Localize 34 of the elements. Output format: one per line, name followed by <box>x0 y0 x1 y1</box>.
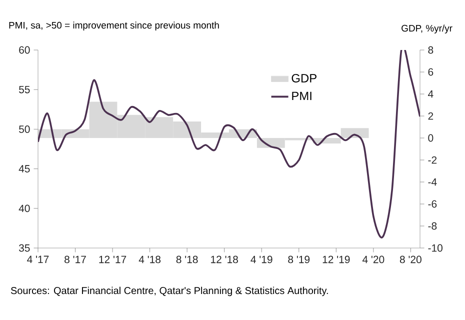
line-series <box>38 50 420 238</box>
y-tick-label: 55 <box>19 86 30 94</box>
x-tick-label: 8 '18 <box>176 256 198 264</box>
x-tick-label: 12 '19 <box>322 256 350 264</box>
x-tick-label: 4 '19 <box>250 256 272 264</box>
bar <box>340 128 369 138</box>
y2-tick-label: -4 <box>428 178 437 186</box>
x-tick-label: 8 '17 <box>64 256 86 264</box>
y-tick-label: 40 <box>18 204 30 212</box>
y-tick-label: 60 <box>19 46 30 54</box>
y2-tick-label: 8 <box>428 46 434 54</box>
y2-tick-label: -2 <box>428 156 437 164</box>
y2-tick-label: 0 <box>428 134 434 142</box>
y2-tick-label: 4 <box>428 90 434 98</box>
y-tick-label: 50 <box>19 126 30 133</box>
x-tick-label: 4 '17 <box>27 256 49 263</box>
legend-label: GDP <box>292 74 316 82</box>
y2-tick-label: 2 <box>428 112 434 120</box>
x-tick-label: 4 '18 <box>138 256 161 264</box>
y2-tick-label: -10 <box>428 244 442 252</box>
source-note: Sources: Qatar Financial Centre, Qatar's Planning & Statistics Authority. <box>10 286 328 296</box>
x-tick-label: 8 '20 <box>400 256 422 264</box>
legend-label: PMI <box>292 92 312 100</box>
x-tick-label: 8 '19 <box>288 256 310 264</box>
x-tick-label: 12 '18 <box>211 256 238 264</box>
y2-tick-label: 6 <box>428 68 434 76</box>
y2-tick-label: -6 <box>428 200 437 208</box>
x-tick-label: 12 '17 <box>99 256 126 264</box>
x-tick-label: 4 '20 <box>362 256 384 264</box>
y-tick-label: 45 <box>18 165 30 172</box>
y2-axis-title: GDP, %yr/yr <box>402 24 452 34</box>
y-tick-label: 35 <box>18 244 30 252</box>
y2-tick-label: -8 <box>428 222 437 230</box>
y-axis-title: PMI, sa, >50 = improvement since previous month <box>9 22 219 30</box>
